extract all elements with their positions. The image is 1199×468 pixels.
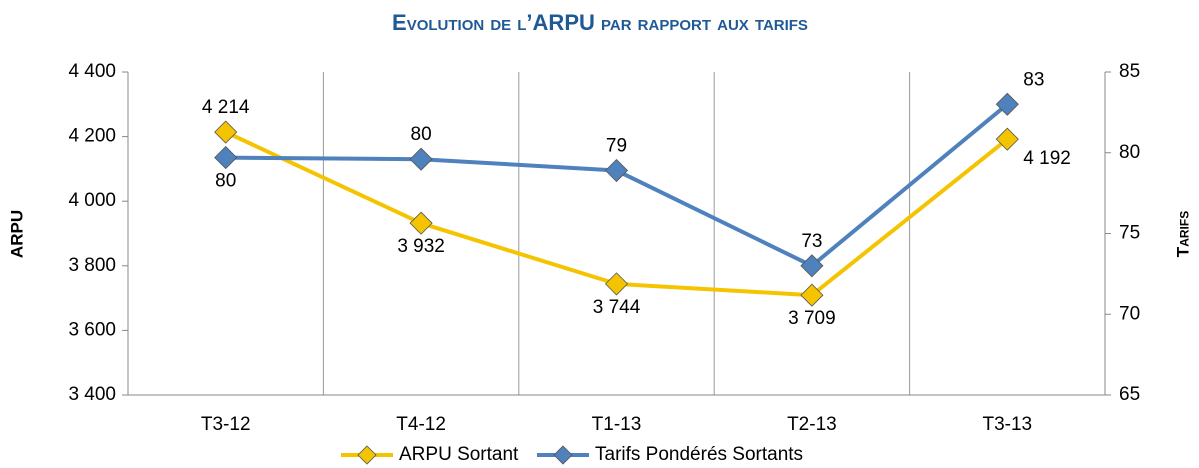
point-marker [409,147,433,171]
y2-tick-label: 65 [1119,384,1140,405]
legend-label: Tarifs Pondérés Sortants [595,444,803,465]
data-label: 4 214 [202,97,250,118]
point-marker [604,158,629,183]
point-marker [604,272,629,296]
point-marker [214,120,238,144]
data-label: 79 [606,136,627,157]
data-label: 83 [1023,69,1044,90]
chart-title: Evolution de l’ARPU par rapport aux tari… [392,10,808,35]
legend-marker [357,445,377,465]
data-label: 3 709 [788,308,836,329]
data-label: 80 [215,171,236,192]
x-tick-label: T3-13 [982,414,1032,435]
y-tick-label: 4 400 [68,61,116,82]
y2-axis-title: Tarifs [1173,211,1192,257]
data-label: 73 [801,231,822,252]
y2-tick-label: 85 [1119,61,1140,82]
point-marker [800,283,824,307]
point-marker [214,146,238,170]
series-line [224,130,1009,298]
legend-label: ARPU Sortant [399,444,519,465]
y2-tick-label: 70 [1119,303,1140,324]
y2-tick-label: 80 [1119,142,1140,163]
point-marker [995,127,1019,151]
y-tick-label: 3 800 [68,255,116,276]
y-tick-label: 4 000 [68,190,116,211]
x-tick-label: T3-12 [201,414,251,435]
data-label: 3 744 [593,297,641,318]
point-marker [409,211,433,235]
legend-marker [553,445,573,465]
y-tick-label: 4 200 [68,126,116,147]
point-marker [995,92,1019,116]
data-label: 80 [411,124,432,145]
data-label: 4 192 [1023,148,1071,169]
y-tick-label: 3 400 [68,384,116,405]
data-label: 3 932 [397,236,445,257]
x-tick-label: T4-12 [396,414,446,435]
y-axis-title: ARPU [7,210,26,258]
point-marker [800,254,824,278]
x-tick-label: T1-13 [592,414,642,435]
x-tick-label: T2-13 [787,414,837,435]
y-tick-label: 3 600 [68,319,116,340]
y2-tick-label: 75 [1119,223,1140,244]
